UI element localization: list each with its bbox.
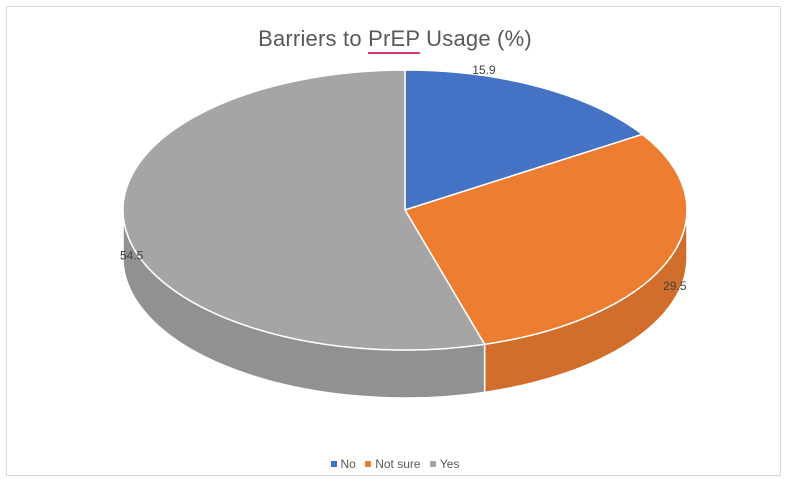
legend-swatch-no — [330, 461, 337, 467]
pie-top-slices — [122, 69, 688, 351]
chart-title-spellcheck-word: PrEP — [368, 26, 420, 51]
pie-slice-not-sure — [403, 133, 688, 346]
legend-item-not-sure: Not sure — [365, 457, 421, 471]
chart-title-part-3: Usage (%) — [419, 26, 532, 51]
chart-legend: No Not sure Yes — [0, 457, 790, 471]
legend-swatch-yes — [429, 461, 436, 467]
data-label-yes: 54.5 — [120, 249, 144, 263]
pie-slice-no — [404, 69, 644, 212]
legend-label-yes: Yes — [439, 457, 460, 471]
legend-label-no: No — [340, 457, 356, 471]
legend-swatch-not-sure — [365, 461, 372, 467]
legend-item-no: No — [330, 457, 356, 471]
chart-title-part-1: Barriers to — [258, 26, 369, 51]
pie-slice-yes — [122, 69, 486, 351]
legend-item-yes: Yes — [429, 457, 460, 471]
data-label-not-sure: 29.5 — [663, 279, 687, 293]
data-label-no: 15.9 — [472, 63, 496, 77]
legend-label-not-sure: Not sure — [375, 457, 421, 471]
pie-data-labels: 15.9 29.5 54.5 — [120, 63, 687, 293]
chart-title: Barriers to PrEP Usage (%) — [0, 26, 790, 52]
